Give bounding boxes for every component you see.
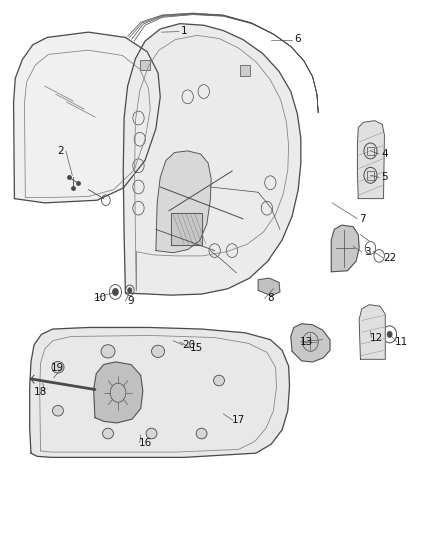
Text: 1: 1 xyxy=(181,26,187,36)
Text: 5: 5 xyxy=(381,172,388,182)
Polygon shape xyxy=(94,362,143,423)
Polygon shape xyxy=(359,305,385,359)
Text: 15: 15 xyxy=(190,343,203,353)
Ellipse shape xyxy=(152,345,165,358)
Bar xyxy=(240,65,251,76)
Text: 4: 4 xyxy=(381,149,388,159)
Polygon shape xyxy=(331,225,359,272)
Text: 19: 19 xyxy=(50,364,64,373)
Circle shape xyxy=(113,288,118,296)
Polygon shape xyxy=(258,278,280,296)
Text: 22: 22 xyxy=(383,253,397,263)
Polygon shape xyxy=(171,214,201,245)
Text: 7: 7 xyxy=(359,214,366,224)
Bar xyxy=(367,171,374,180)
Text: 11: 11 xyxy=(395,337,408,347)
Polygon shape xyxy=(357,120,385,199)
Text: 10: 10 xyxy=(94,293,107,303)
Polygon shape xyxy=(30,327,290,457)
Polygon shape xyxy=(156,151,211,253)
Bar xyxy=(367,147,374,155)
Ellipse shape xyxy=(52,361,64,373)
Text: 3: 3 xyxy=(364,247,370,257)
Circle shape xyxy=(127,288,132,293)
Text: 20: 20 xyxy=(182,340,195,350)
Ellipse shape xyxy=(196,428,207,439)
Text: 16: 16 xyxy=(138,438,152,448)
Ellipse shape xyxy=(101,345,115,358)
Polygon shape xyxy=(123,23,301,295)
Text: 8: 8 xyxy=(267,293,274,303)
Text: 18: 18 xyxy=(34,387,47,397)
Ellipse shape xyxy=(146,428,157,439)
Text: 6: 6 xyxy=(294,34,300,44)
Text: 12: 12 xyxy=(370,333,383,343)
Circle shape xyxy=(368,328,373,334)
Ellipse shape xyxy=(102,428,113,439)
Polygon shape xyxy=(291,324,330,362)
Ellipse shape xyxy=(53,406,64,416)
Circle shape xyxy=(387,331,392,337)
Text: 9: 9 xyxy=(128,296,134,306)
Bar xyxy=(140,60,150,70)
Text: 17: 17 xyxy=(232,415,245,425)
Text: 2: 2 xyxy=(57,146,64,156)
Text: 13: 13 xyxy=(300,337,313,347)
Polygon shape xyxy=(14,32,160,203)
Ellipse shape xyxy=(214,375,224,386)
